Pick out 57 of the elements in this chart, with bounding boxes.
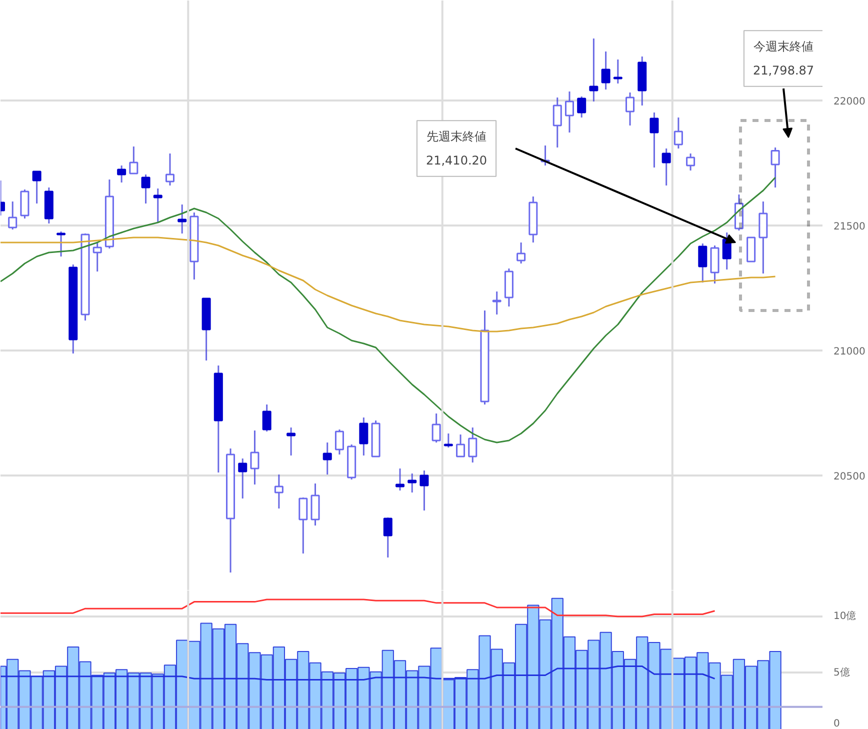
candlestick [141,174,150,204]
candlestick [432,412,441,444]
candlestick [395,468,404,492]
candlestick [56,230,66,258]
y-tick-label: 21000 [834,346,866,358]
candlestick [456,434,466,458]
candlestick [577,96,586,118]
candlestick [601,50,610,90]
y-tick-label: 22000 [834,96,866,108]
candlestick [589,38,598,102]
candlestick [674,116,683,150]
candlestick [129,146,138,174]
candlestick [32,170,42,204]
candlestick [468,426,478,464]
y-tick-label: 10億 [834,610,856,622]
candlestick [552,96,562,148]
candlestick [686,152,696,172]
candlestick [420,470,429,512]
candlestick [626,92,635,126]
candlestick [8,200,18,230]
y-tick-label: 5億 [834,666,850,678]
candlestick [564,90,574,134]
candlestick [153,188,162,224]
candlestick [492,290,502,316]
candlestick [286,426,296,456]
candlestick [613,58,622,84]
y-tick-label: 20500 [834,472,866,482]
candlestick [274,474,284,510]
candlestick [650,112,659,168]
candlestick [262,404,272,432]
candlestick [322,442,332,476]
candlestick [298,496,308,554]
candlestick [117,164,126,184]
annotation: 今週末終値 21,798.87 [752,40,814,78]
candlestick [178,204,187,234]
candlestick [758,200,768,274]
annotation: 先週末終値 21,410.20 [426,130,488,168]
candlestick [662,148,671,186]
candlestick [770,146,780,188]
candlestick [334,428,344,456]
candlestick [250,430,260,486]
line-series [0,176,776,444]
candlestick [310,482,320,526]
candlestick [238,458,248,500]
y-tick-label: 21500 [834,222,866,232]
candlestick [698,242,708,284]
y-tick-label: 0 [834,718,840,729]
candlestick [408,472,417,494]
candlestick [359,416,368,456]
candlestick [20,188,30,220]
candlestick [516,242,526,264]
candlestick [92,242,102,272]
candlestick [746,236,756,262]
candlestick [444,432,453,448]
candlestick [383,516,392,558]
line-series [0,236,776,332]
candlestick [165,152,174,186]
